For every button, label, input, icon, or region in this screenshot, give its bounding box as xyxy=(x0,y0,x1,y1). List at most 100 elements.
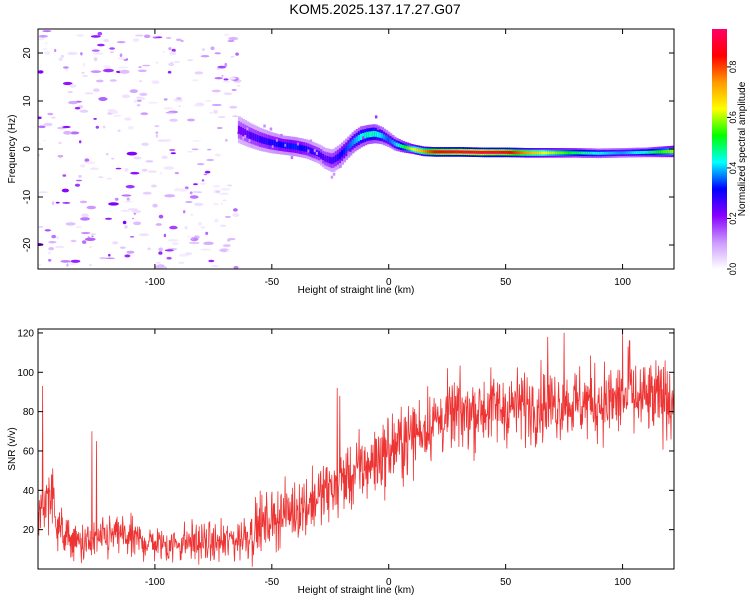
noise-speckle xyxy=(55,201,60,204)
ridge-segment xyxy=(461,150,464,154)
noise-speckle xyxy=(38,116,42,120)
snr-x-ticks: -100 -50 0 50 100 xyxy=(145,329,631,588)
ridge-segment xyxy=(635,151,639,154)
ridge-segment xyxy=(250,132,254,140)
noise-speckle xyxy=(84,237,96,241)
ridge-segment xyxy=(528,151,532,155)
noise-speckle xyxy=(120,209,131,212)
noise-speckle xyxy=(155,131,159,134)
figure-title: KOM5.2025.137.17.27.G07 xyxy=(289,1,461,17)
noise-speckle xyxy=(191,148,199,151)
ridge-segment xyxy=(399,144,403,148)
ridge-segment xyxy=(378,132,382,138)
ridge-segment xyxy=(364,132,368,139)
noise-speckle xyxy=(167,70,172,74)
ridge-segment xyxy=(578,151,582,155)
noise-speckle xyxy=(91,235,94,238)
ridge-segment xyxy=(522,151,525,155)
ridge-speckle xyxy=(362,136,365,140)
ridge-speckle xyxy=(244,135,247,138)
ridge-segment xyxy=(368,131,372,138)
noise-speckle xyxy=(38,226,44,228)
noise-speckle xyxy=(132,217,134,220)
noise-speckle xyxy=(142,64,151,67)
noise-speckle xyxy=(163,107,173,110)
noise-speckle xyxy=(138,233,150,237)
ridge-segment xyxy=(507,151,511,154)
ridge-segment xyxy=(448,150,452,154)
ridge-segment xyxy=(568,151,572,155)
noise-speckle xyxy=(38,125,46,129)
ridge-segment xyxy=(277,141,281,148)
ridge-segment xyxy=(439,150,443,154)
ridge-segment xyxy=(258,135,262,143)
noise-speckle xyxy=(99,257,107,260)
noise-speckle xyxy=(229,105,238,109)
ridge-segment xyxy=(421,149,424,153)
noise-speckle xyxy=(80,217,90,221)
noise-speckle xyxy=(93,118,97,120)
noise-speckle xyxy=(147,101,159,104)
noise-speckle xyxy=(89,245,92,248)
ridge-segment xyxy=(663,150,666,154)
noise-speckle xyxy=(62,202,71,204)
noise-speckle xyxy=(135,34,144,37)
ridge-segment xyxy=(639,151,643,154)
noise-speckle xyxy=(154,265,165,269)
noise-speckle xyxy=(216,127,223,129)
noise-speckle xyxy=(233,265,239,269)
noise-speckle xyxy=(114,197,119,201)
noise-speckle xyxy=(89,263,92,267)
noise-speckle xyxy=(205,231,209,235)
x-tick-label: 0 xyxy=(386,577,392,588)
ridge-segment xyxy=(566,151,570,155)
x-tick-label: 50 xyxy=(500,277,512,288)
noise-speckle xyxy=(158,247,163,252)
noise-speckle xyxy=(81,213,89,218)
y-tick-label: 60 xyxy=(23,446,35,457)
noise-speckle xyxy=(210,265,219,267)
ridge-speckle xyxy=(313,149,317,153)
x-tick-label: 100 xyxy=(614,277,631,288)
noise-speckle xyxy=(212,185,221,188)
noise-speckle xyxy=(124,117,132,121)
noise-speckle xyxy=(219,224,227,228)
noise-speckle xyxy=(165,111,174,114)
noise-speckle xyxy=(112,241,119,245)
noise-speckle xyxy=(209,111,213,114)
noise-speckle xyxy=(47,251,51,255)
noise-speckle xyxy=(97,43,105,47)
ridge-segment xyxy=(355,136,359,143)
noise-speckle xyxy=(43,122,53,127)
noise-speckle xyxy=(185,201,193,203)
ridge-segment xyxy=(553,151,557,155)
ridge-segment xyxy=(410,147,414,151)
noise-speckle xyxy=(68,100,78,105)
ridge-segment xyxy=(536,151,540,155)
colorbar-tick-label: 0.2 xyxy=(728,212,738,225)
noise-speckle xyxy=(171,48,176,53)
ridge-segment xyxy=(393,141,397,146)
ridge-segment xyxy=(463,150,467,154)
ridge-segment xyxy=(338,152,342,160)
ridge-segment xyxy=(549,151,553,155)
ridge-segment xyxy=(246,130,250,138)
snr-x-axis-label: Height of straight line (km) xyxy=(298,585,415,596)
ridge-segment xyxy=(543,151,546,155)
noise-speckle xyxy=(166,36,172,40)
noise-speckle xyxy=(69,84,77,88)
ridge-segment xyxy=(429,150,433,154)
noise-speckle xyxy=(65,222,76,226)
noise-speckle xyxy=(97,31,103,36)
noise-speckle xyxy=(227,184,233,187)
noise-speckle xyxy=(75,226,82,229)
noise-speckle xyxy=(191,236,194,240)
ridge-segment xyxy=(570,151,574,155)
colorbar-tick-label: 0.0 xyxy=(728,263,738,276)
ridge-segment xyxy=(387,137,391,142)
ridge-segment xyxy=(366,131,370,138)
noise-speckle xyxy=(170,152,176,155)
noise-speckle xyxy=(82,240,87,244)
noise-speckle xyxy=(217,116,226,118)
